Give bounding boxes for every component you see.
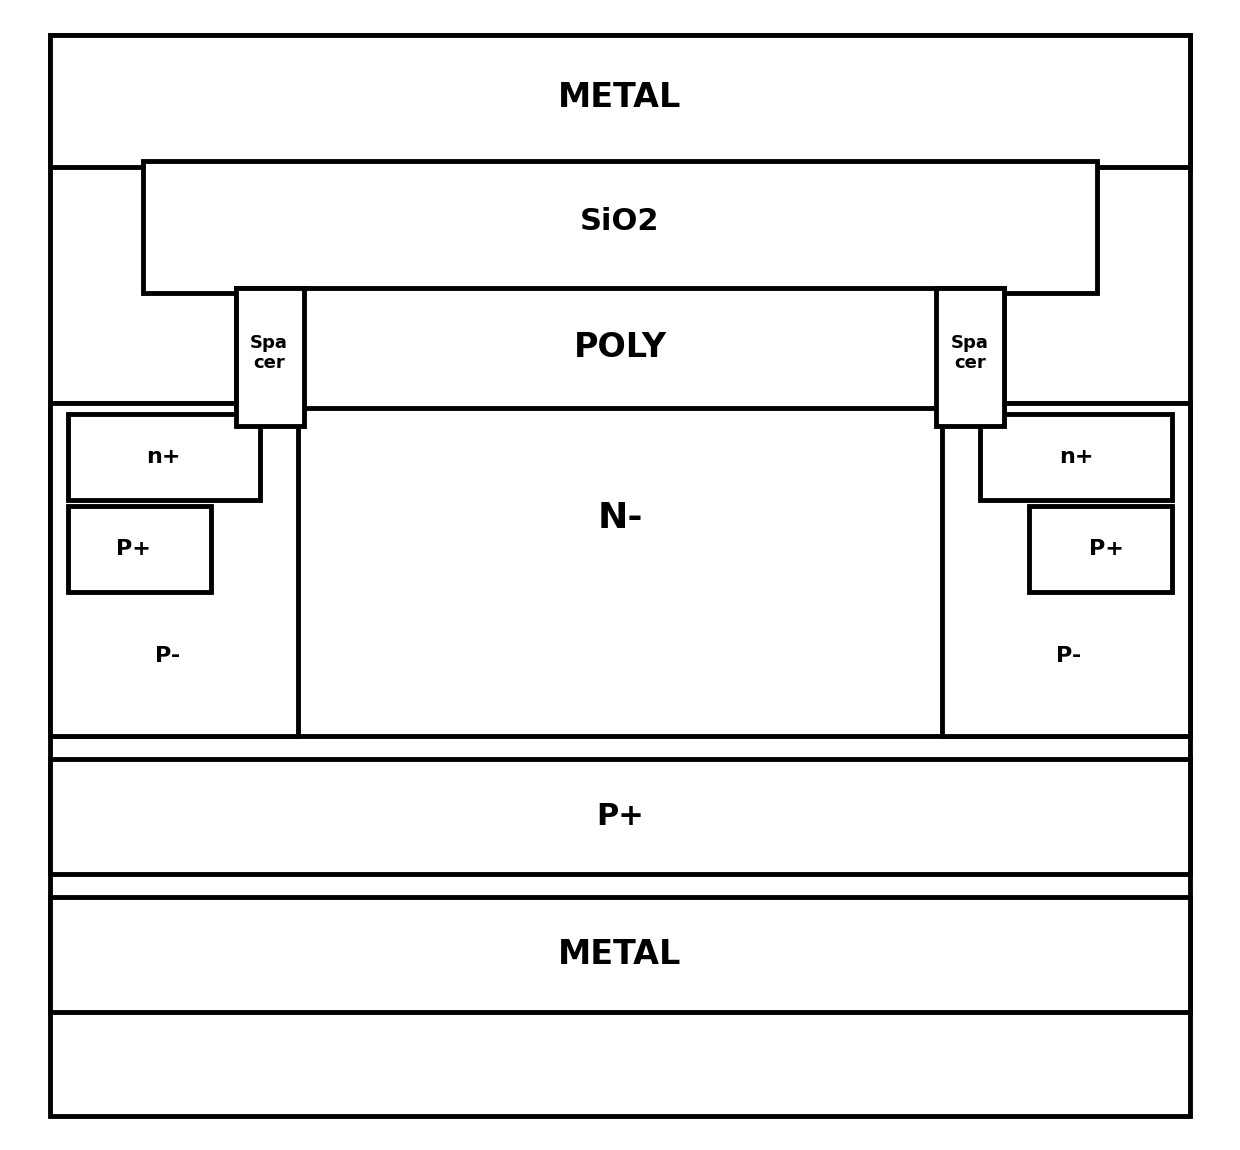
Text: n+: n+ bbox=[146, 446, 181, 467]
Text: P+: P+ bbox=[1089, 538, 1123, 559]
Bar bbox=[236, 288, 304, 426]
Text: P-: P- bbox=[155, 645, 180, 666]
Text: P-: P- bbox=[1056, 645, 1081, 666]
Text: SiO2: SiO2 bbox=[580, 207, 660, 237]
Text: METAL: METAL bbox=[558, 82, 682, 114]
Bar bbox=[143, 161, 1097, 293]
Bar bbox=[50, 897, 1190, 1012]
Text: Spa
cer: Spa cer bbox=[951, 334, 988, 373]
Bar bbox=[236, 288, 1004, 408]
Text: P+: P+ bbox=[596, 802, 644, 831]
Text: n+: n+ bbox=[1059, 446, 1094, 467]
Bar bbox=[50, 34, 1190, 167]
Bar bbox=[50, 402, 1190, 736]
Bar bbox=[68, 414, 260, 500]
Bar bbox=[980, 414, 1172, 500]
Bar bbox=[68, 506, 211, 592]
Text: METAL: METAL bbox=[558, 938, 682, 971]
Bar bbox=[1029, 506, 1172, 592]
Text: POLY: POLY bbox=[573, 331, 667, 363]
Bar bbox=[50, 402, 298, 736]
Bar bbox=[50, 759, 1190, 874]
Bar bbox=[936, 288, 1004, 426]
Text: Spa
cer: Spa cer bbox=[250, 334, 288, 373]
Bar bbox=[942, 402, 1190, 736]
Text: P+: P+ bbox=[117, 538, 151, 559]
Text: N-: N- bbox=[598, 500, 642, 535]
